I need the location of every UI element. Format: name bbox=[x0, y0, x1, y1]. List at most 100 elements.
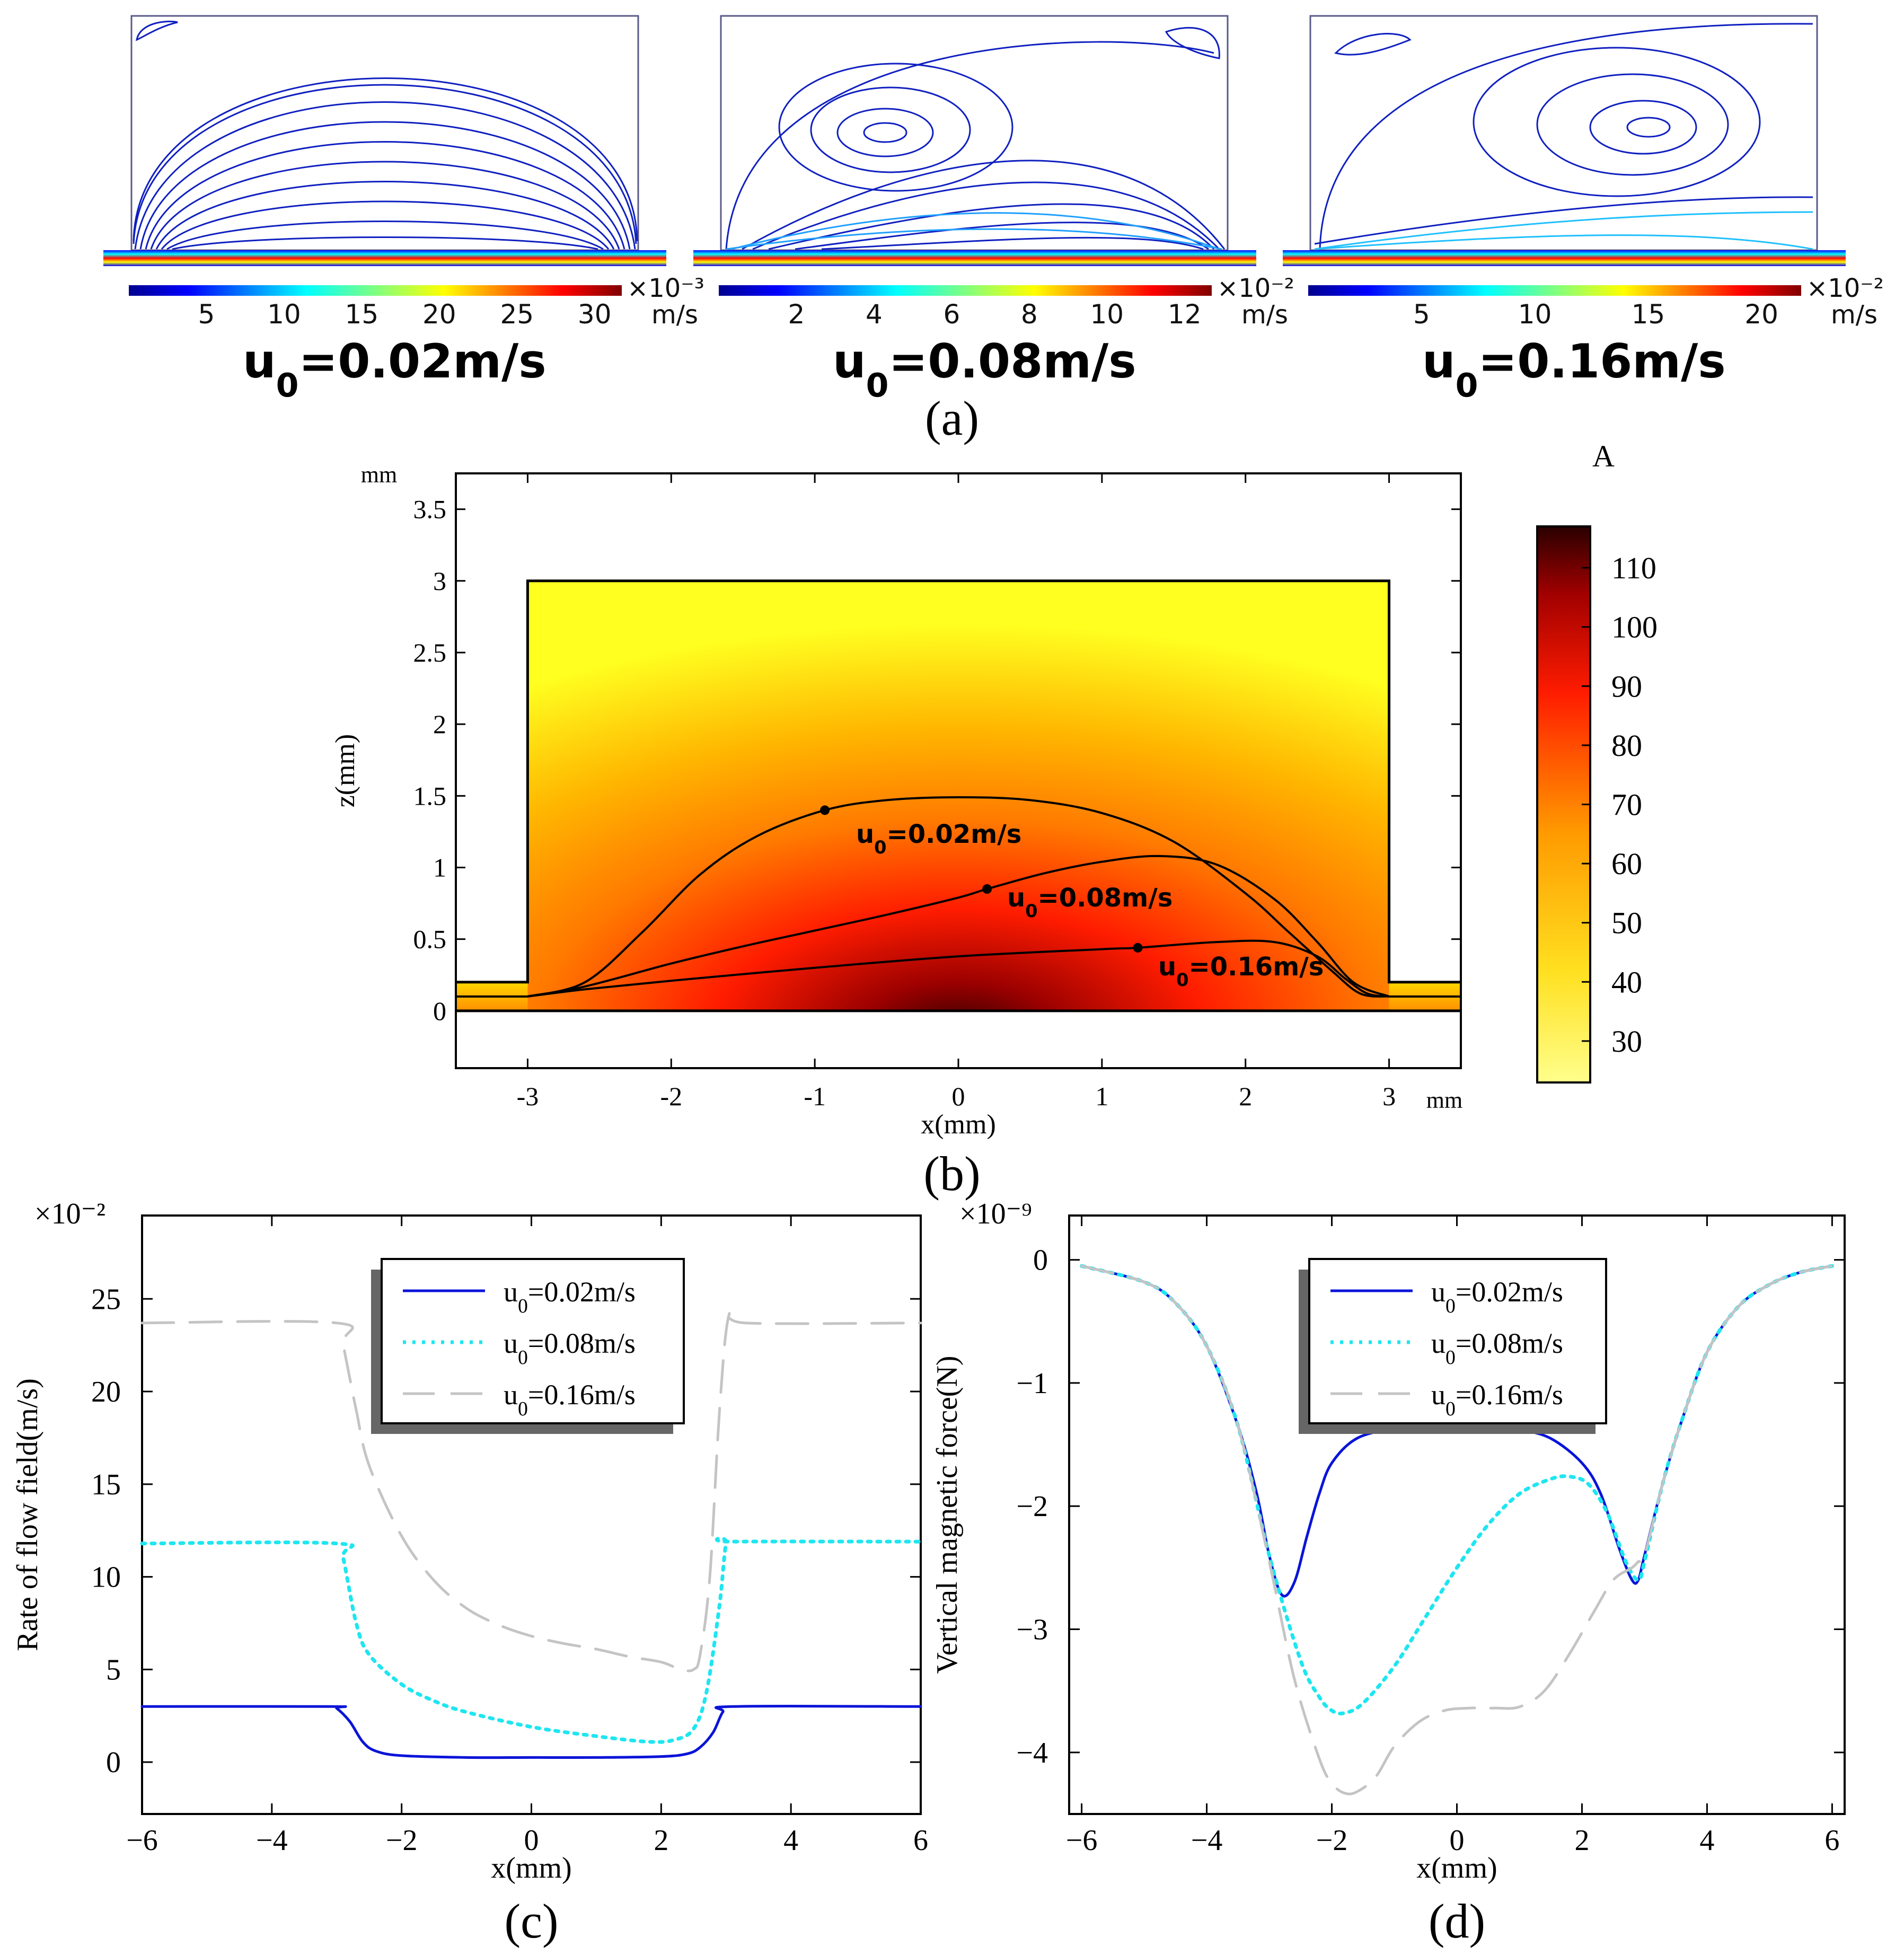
x-tick-label: 6 bbox=[913, 1824, 928, 1857]
panel-b: u0=0.02m/s u0=0.08m/s u0=0.16m/s -3 -2 -1 0 1 2 3… bbox=[330, 439, 1658, 1201]
colorbar-tick: 25 bbox=[500, 299, 534, 330]
y-tick-label: 15 bbox=[91, 1468, 121, 1501]
x-tick-label: 2 bbox=[1239, 1081, 1252, 1111]
y-tick-label: 0 bbox=[433, 996, 446, 1026]
colorbar-tick-label: 80 bbox=[1611, 728, 1642, 763]
panel-a bbox=[103, 15, 1846, 266]
trajectory-label-1: u0=0.02m/s bbox=[856, 820, 1021, 858]
colorbar-multiplier: ×10⁻³ bbox=[627, 274, 704, 303]
panel-label: (d) bbox=[1429, 1894, 1485, 1948]
y-axis-label: z(mm) bbox=[330, 734, 360, 808]
x-tick-label: 0 bbox=[524, 1824, 539, 1857]
colorbar-tick-label: 70 bbox=[1611, 788, 1642, 822]
legend-label: u0=0.08m/s bbox=[1431, 1327, 1563, 1369]
chamber-outline bbox=[456, 579, 1461, 984]
colorbar-tick: 30 bbox=[578, 299, 612, 330]
x-tick-label: 1 bbox=[1095, 1081, 1108, 1111]
colorbar-tick-label: 60 bbox=[1611, 847, 1642, 881]
legend-label: u0=0.16m/s bbox=[1431, 1379, 1563, 1420]
colorbar-tick-label: 90 bbox=[1611, 669, 1642, 703]
trajectory-label-2: u0=0.08m/s bbox=[1007, 883, 1173, 921]
y-tick-label: 5 bbox=[106, 1653, 121, 1686]
colorbar-tick-label: 30 bbox=[1611, 1024, 1642, 1059]
colorbar-tick: 10 bbox=[1518, 299, 1552, 330]
colorbar-tick: 10 bbox=[267, 299, 301, 330]
series-line-1 bbox=[140, 1705, 922, 1759]
streamline-plot-2 bbox=[693, 15, 1256, 266]
y-tick-label: 25 bbox=[91, 1283, 121, 1316]
colorbar-unit: m/s bbox=[1241, 300, 1288, 330]
trajectory-marker-1 bbox=[820, 805, 830, 815]
legend-label: u0=0.16m/s bbox=[504, 1379, 636, 1420]
legend: u0=0.02m/s u0=0.08m/s u0=0.16m/s bbox=[1299, 1258, 1607, 1434]
y-tick-label: 2 bbox=[433, 709, 446, 739]
colorbar-tick-label: 50 bbox=[1611, 906, 1642, 940]
colorbar-title: A bbox=[1592, 439, 1615, 473]
colorbar-tick: 15 bbox=[345, 299, 379, 330]
y-tick-label: 1.5 bbox=[413, 781, 447, 811]
x-axis-label: x(mm) bbox=[921, 1109, 996, 1140]
axis-multiplier: ×10⁻⁹ bbox=[959, 1197, 1032, 1230]
y-tick-label: 2.5 bbox=[413, 638, 447, 667]
colorbar-tick: 10 bbox=[1090, 299, 1124, 330]
trajectory-1 bbox=[527, 796, 1389, 998]
y-tick-label: 1 bbox=[433, 852, 446, 882]
colorbar-unit: m/s bbox=[1831, 300, 1877, 330]
velocity-caption-3: u0=0.16m/s bbox=[1422, 334, 1726, 404]
x-tick-label: −4 bbox=[256, 1824, 288, 1857]
x-tick-label: 4 bbox=[1699, 1824, 1714, 1857]
colorbar-tick: 12 bbox=[1168, 299, 1202, 330]
colorbar-multiplier: ×10⁻² bbox=[1806, 274, 1884, 303]
x-tick-label: −2 bbox=[386, 1824, 418, 1857]
colorbar-tick: 4 bbox=[866, 299, 883, 330]
y-tick-label: −1 bbox=[1016, 1367, 1048, 1400]
y-axis-label: Vertical magnetic force(N) bbox=[931, 1355, 964, 1674]
series-line-2 bbox=[1080, 1264, 1834, 1715]
colorbar-2 bbox=[719, 285, 1212, 296]
legend-box bbox=[1308, 1258, 1607, 1424]
streamline-plot-3 bbox=[1283, 15, 1846, 266]
x-tick-label: −2 bbox=[1316, 1824, 1348, 1857]
y-tick-label: 0 bbox=[106, 1746, 121, 1779]
y-tick-label: 0.5 bbox=[413, 924, 447, 954]
trajectory-label-3: u0=0.16m/s bbox=[1158, 952, 1324, 990]
panel-label-a: (a) bbox=[925, 391, 979, 445]
y-axis-label: Rate of flow field(m/s) bbox=[11, 1378, 44, 1651]
series-line-3 bbox=[1080, 1264, 1834, 1795]
y-tick-label: −4 bbox=[1016, 1737, 1048, 1769]
y-tick-label: 20 bbox=[91, 1376, 121, 1408]
panel-a-annotations: 5 10 15 20 25 30×10⁻³m/su0=0.02m/s2 4 6 8 10 12×10… bbox=[129, 274, 1884, 445]
colorbar-tick: 2 bbox=[788, 299, 805, 330]
colorbar-tick: 20 bbox=[1744, 299, 1778, 330]
colorbar-tick: 5 bbox=[198, 299, 215, 330]
legend: u0=0.02m/s u0=0.08m/s u0=0.16m/s bbox=[371, 1258, 685, 1434]
colorbar-multiplier: ×10⁻² bbox=[1217, 274, 1294, 303]
series-line-2 bbox=[140, 1536, 923, 1744]
x-tick-label: 0 bbox=[1450, 1824, 1465, 1857]
y-tick-label: 3 bbox=[433, 566, 446, 596]
x-tick-label: 2 bbox=[654, 1824, 668, 1857]
colorbar-tick-label: 40 bbox=[1611, 965, 1642, 999]
panel-d: −6 −4 −2 0 2 4 6−4−3−2−10u0=0.02m/su0=0.08m/su… bbox=[931, 1197, 1846, 1948]
velocity-caption-2: u0=0.08m/s bbox=[833, 334, 1136, 404]
chamber-heat-field bbox=[527, 580, 1389, 1011]
colorbar-1 bbox=[129, 285, 622, 296]
colorbar-unit: m/s bbox=[651, 300, 698, 330]
colorbar-tick: 5 bbox=[1413, 299, 1430, 330]
trajectory-2 bbox=[527, 855, 1390, 998]
heat-colorbar bbox=[1536, 525, 1591, 1084]
x-tick-label: −4 bbox=[1191, 1824, 1223, 1857]
colorbar-tick: 6 bbox=[943, 299, 960, 330]
colorbar-3 bbox=[1308, 285, 1801, 296]
x-unit: mm bbox=[1426, 1087, 1462, 1113]
panel-label-b: (b) bbox=[923, 1147, 980, 1201]
colorbar-tick: 15 bbox=[1632, 299, 1665, 330]
legend-label: u0=0.02m/s bbox=[1431, 1276, 1563, 1317]
legend-label: u0=0.02m/s bbox=[504, 1276, 636, 1317]
legend-label: u0=0.08m/s bbox=[504, 1327, 636, 1369]
x-tick-label: 6 bbox=[1824, 1824, 1839, 1857]
panel-c: −6 −4 −2 0 2 4 6 0 5 10 15 20 25 u0=0.02m/s u0=0.08m/s… bbox=[11, 1197, 928, 1948]
y-tick-label: 10 bbox=[91, 1561, 121, 1594]
trajectory-marker-3 bbox=[1133, 943, 1143, 953]
